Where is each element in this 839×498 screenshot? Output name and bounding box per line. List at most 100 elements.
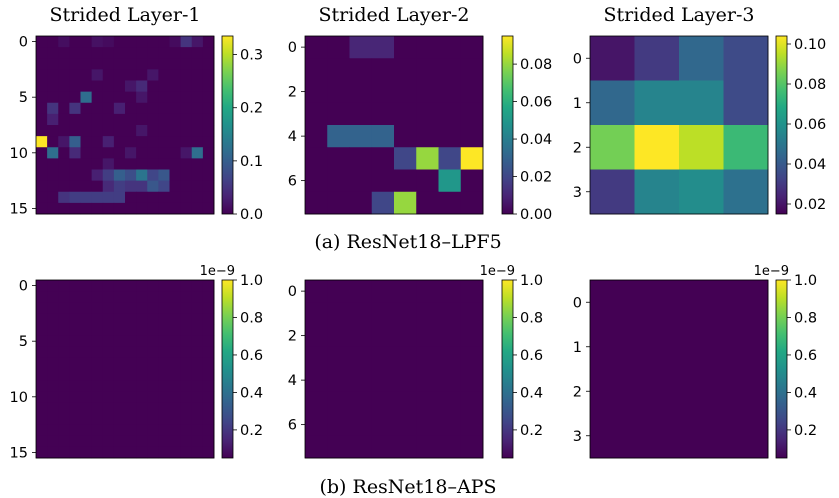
panel-b-1-cell-r10-c0 [36, 391, 48, 403]
panel-a-1-colorbar-frame [221, 35, 234, 215]
panel-b-1-ytick-label-5: 5 [19, 334, 28, 350]
panel-a-1-cell-r7-c14 [191, 113, 204, 126]
panel-a-1-cell-r11-c12 [169, 158, 182, 170]
panel-a-1-cell-r2-c15 [202, 58, 215, 70]
panel-a-1-cell-r7-c0 [36, 113, 48, 126]
panel-a-1-cell-r11-c13 [180, 158, 193, 170]
panel-a-2-cell-r6-c4 [394, 169, 417, 193]
panel-b-2-cell-r3-c0 [305, 346, 328, 370]
panel-a-1-cell-r6-c12 [169, 102, 182, 115]
panel-b-1-cell-r8-c10 [147, 369, 159, 381]
panel-b-1-cell-r13-c8 [125, 424, 137, 437]
panel-a-1-cell-r6-c10 [147, 102, 159, 115]
panel-a-1-cell-r15-c15 [202, 202, 215, 215]
panel-a-1-cell-r5-c14 [191, 91, 204, 104]
panel-a-1-cell-r15-c10 [147, 202, 159, 215]
panel-a-1-cell-r5-c6 [102, 91, 115, 104]
panel-a-2-cell-r2-c2 [349, 80, 373, 104]
panel-a-2-cell-r5-c1 [327, 147, 350, 170]
panel-a-1-cell-r4-c4 [80, 80, 93, 93]
panel-a-1-cell-r15-c5 [91, 202, 104, 215]
panel-a-3-cell-r1-c1 [634, 80, 680, 126]
panel-b-1-cell-r12-c9 [136, 413, 148, 426]
panel-b-2-cell-r3-c6 [438, 346, 462, 370]
panel-b-1-cell-r8-c4 [80, 369, 93, 381]
panel-a-1-cell-r5-c7 [113, 91, 126, 104]
panel-a-2-colorbar-frame [501, 35, 514, 215]
panel-b-1-cell-r3-c6 [102, 313, 115, 325]
panel-b-1-cell-r11-c14 [191, 402, 204, 414]
panel-b-3-colorbar-multiplier: 1e−9 [754, 264, 789, 279]
panel-a-1-cell-r9-c5 [91, 136, 104, 148]
panel-a-2-cell-r7-c4 [394, 191, 417, 215]
panel-b-1-cell-r12-c7 [113, 413, 126, 426]
panel-b-1-cell-r8-c8 [125, 369, 137, 381]
panel-b-1-cell-r8-c0 [36, 369, 48, 381]
panel-b-1-cell-r13-c2 [58, 424, 70, 437]
panel-b-2-cell-r4-c2 [349, 369, 373, 392]
panel-b-1-cell-r3-c4 [80, 313, 93, 325]
panel-a-1-cell-r2-c13 [180, 58, 193, 70]
panel-b-2-cell-r6-c3 [371, 413, 395, 437]
panel-b-1-cell-r8-c7 [113, 369, 126, 381]
panel-a-1-cell-r3-c0 [36, 69, 48, 81]
panel-a-1-cell-r15-c1 [47, 202, 59, 215]
panel-a-3-colorbar-frame [775, 35, 788, 215]
panel-a-1-cell-r8-c14 [191, 125, 204, 137]
panel-b-1-ytick-label-0: 0 [19, 279, 28, 295]
panel-b-1-cell-r1-c15 [202, 291, 215, 303]
panel-b-1-cell-r8-c2 [58, 369, 70, 381]
panel-a-1-cell-r6-c11 [158, 102, 170, 115]
panel-a-1-cell-r15-c4 [80, 202, 93, 215]
panel-b-1-cell-r6-c15 [202, 346, 215, 359]
panel-a-3-ytick-label-0: 0 [573, 51, 582, 67]
panel-a-1-cell-r6-c1 [47, 102, 59, 115]
panel-a-1-cell-r6-c9 [136, 102, 148, 115]
panel-a-1-cell-r13-c11 [158, 180, 170, 193]
panel-b-1-cell-r12-c6 [102, 413, 115, 426]
panel-b-1-cell-r7-c13 [180, 357, 193, 370]
panel-a-1-cell-r1-c4 [80, 47, 93, 59]
panel-a-2-cell-r4-c6 [438, 125, 462, 148]
panel-a-2-cell-r0-c7 [460, 36, 484, 59]
panel-a-1-cell-r0-c14 [191, 36, 204, 48]
panel-a-1-cell-r6-c8 [125, 102, 137, 115]
panel-b-2-cell-r3-c7 [460, 346, 484, 370]
panel-b-1-cell-r11-c11 [158, 402, 170, 414]
panel-a-1-cell-r0-c7 [113, 36, 126, 48]
panel-a-2-cell-r6-c5 [416, 169, 439, 193]
panel-a-1-cell-r12-c8 [125, 169, 137, 182]
panel-b-3-ytick-label-3: 3 [573, 429, 582, 445]
panel-b-1-cell-r5-c6 [102, 335, 115, 348]
panel-b-2-cell-r3-c4 [394, 346, 417, 370]
panel-a-1-cell-r14-c5 [91, 191, 104, 204]
panel-a-1-colorbar-label-0: 0.0 [240, 207, 263, 223]
panel-a-1-cell-r2-c10 [147, 58, 159, 70]
panel-a-1-cell-r5-c12 [169, 91, 182, 104]
panel-a-1-title: Strided Layer-1 [50, 4, 201, 26]
panel-a-1-cell-r10-c0 [36, 147, 48, 159]
panel-b-1-cell-r0-c1 [47, 280, 59, 292]
panel-b-1-cell-r12-c13 [180, 413, 193, 426]
panel-b-2-cell-r7-c5 [416, 435, 439, 459]
panel-a-1-cell-r5-c4 [80, 91, 93, 104]
panel-a-1-ytick-label-15: 15 [10, 201, 28, 217]
panel-b-1-cell-r11-c15 [202, 402, 215, 414]
panel-b-1-cell-r10-c1 [47, 391, 59, 403]
panel-b-1-cell-r9-c12 [169, 380, 182, 392]
panel-b-1-cell-r2-c11 [158, 302, 170, 314]
panel-a-1-cell-r1-c7 [113, 47, 126, 59]
panel-b-1-cell-r10-c11 [158, 391, 170, 403]
panel-b-1-cell-r0-c3 [69, 280, 81, 292]
panel-b-1-cell-r13-c11 [158, 424, 170, 437]
panel-a-1-cell-r0-c0 [36, 36, 48, 48]
panel-a-1-cell-r12-c3 [69, 169, 81, 182]
panel-a-1-cell-r10-c5 [91, 147, 104, 159]
panel-b-1-cell-r10-c4 [80, 391, 93, 403]
panel-b-1-cell-r5-c9 [136, 335, 148, 348]
panel-a-1-cell-r2-c11 [158, 58, 170, 70]
panel-a-2-ytick-label-6: 6 [288, 174, 297, 190]
panel-a-2-cell-r3-c7 [460, 102, 484, 126]
panel-b-1-cell-r7-c8 [125, 357, 137, 370]
